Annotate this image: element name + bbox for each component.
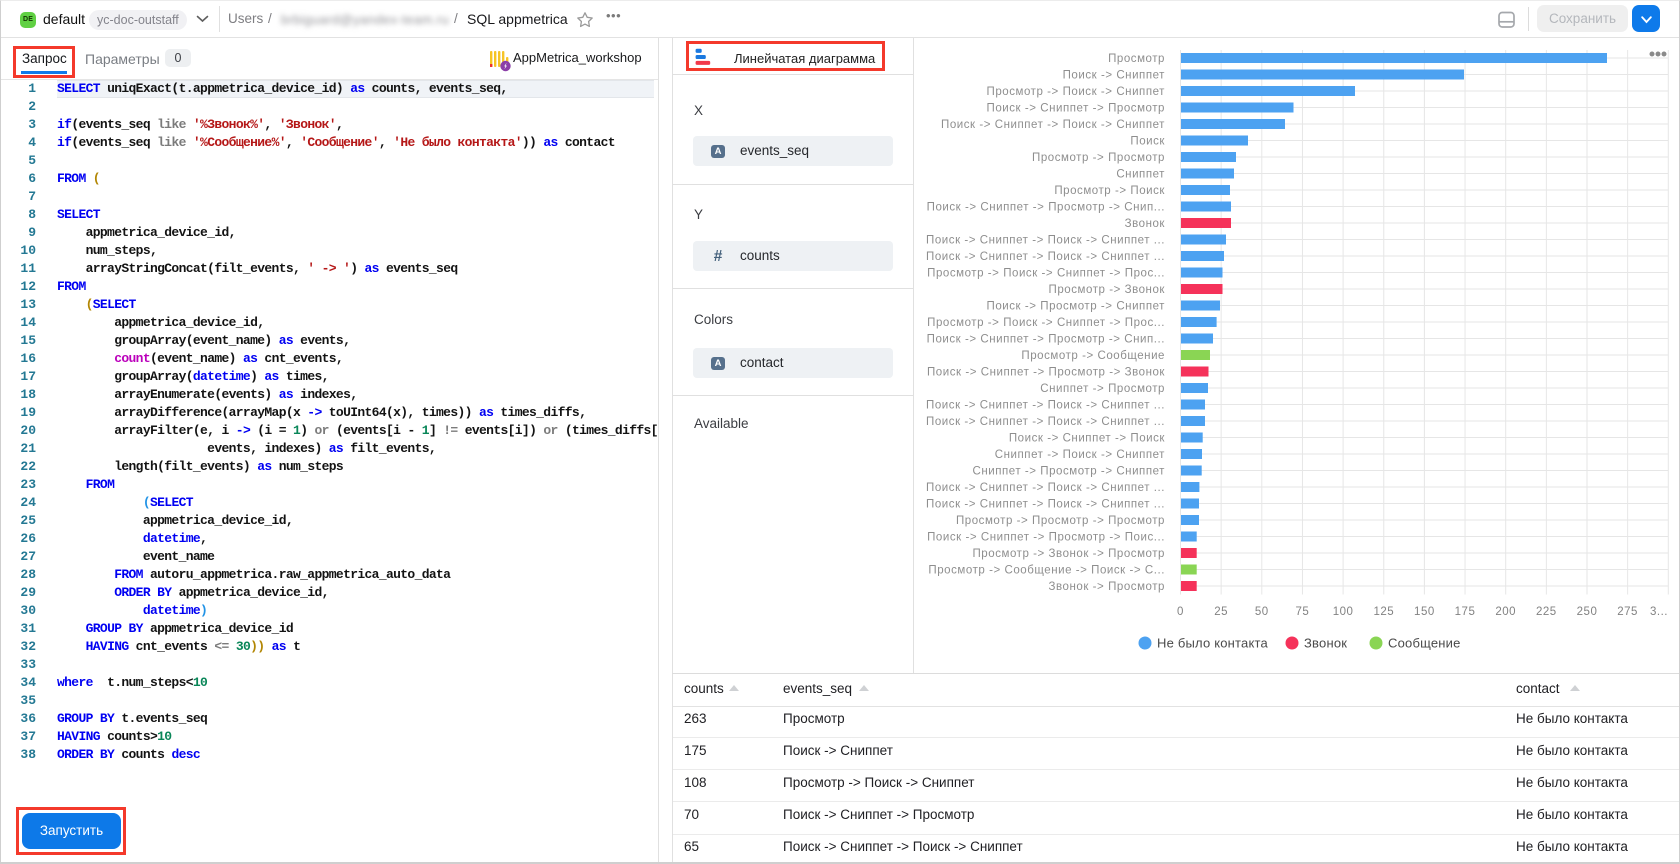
svg-text:Сниппет -> Просмотр: Сниппет -> Просмотр bbox=[1040, 383, 1165, 395]
svg-text:Поиск -> Сниппет -> Поиск -> С: Поиск -> Сниппет -> Поиск -> Сниппет ... bbox=[926, 399, 1165, 411]
svg-text:Поиск -> Сниппет -> Просмотр -: Поиск -> Сниппет -> Просмотр -> Звонок bbox=[927, 366, 1165, 378]
svg-text:Просмотр -> Просмотр: Просмотр -> Просмотр bbox=[1032, 152, 1165, 164]
svg-text:225: 225 bbox=[1536, 606, 1557, 618]
svg-text:50: 50 bbox=[1255, 606, 1269, 618]
svg-text:250: 250 bbox=[1577, 606, 1598, 618]
svg-text:Не было контакта: Не было контакта bbox=[1157, 636, 1269, 651]
svg-text:0: 0 bbox=[1177, 606, 1184, 618]
svg-text:175: 175 bbox=[1455, 606, 1476, 618]
svg-text:275: 275 bbox=[1617, 606, 1638, 618]
svg-text:Просмотр -> Звонок -> Просмотр: Просмотр -> Звонок -> Просмотр bbox=[972, 548, 1165, 560]
svg-text:Сниппет -> Просмотр -> Сниппет: Сниппет -> Просмотр -> Сниппет bbox=[972, 465, 1165, 477]
svg-text:Поиск -> Сниппет -> Поиск -> С: Поиск -> Сниппет -> Поиск -> Сниппет ... bbox=[926, 234, 1165, 246]
svg-text:Звонок: Звонок bbox=[1125, 218, 1166, 230]
svg-text:Поиск -> Просмотр -> Сниппет: Поиск -> Просмотр -> Сниппет bbox=[987, 300, 1166, 312]
svg-text:Просмотр -> Поиск -> Сниппет: Просмотр -> Поиск -> Сниппет bbox=[987, 86, 1166, 98]
svg-text:Поиск -> Сниппет -> Поиск -> С: Поиск -> Сниппет -> Поиск -> Сниппет ... bbox=[926, 482, 1165, 494]
svg-text:Поиск -> Сниппет -> Просмотр -: Поиск -> Сниппет -> Просмотр -> Снип... bbox=[927, 201, 1165, 213]
svg-text:Просмотр -> Поиск: Просмотр -> Поиск bbox=[1054, 185, 1165, 197]
svg-text:200: 200 bbox=[1495, 606, 1516, 618]
svg-text:125: 125 bbox=[1373, 606, 1394, 618]
svg-text:25: 25 bbox=[1214, 606, 1228, 618]
svg-text:Звонок -> Просмотр: Звонок -> Просмотр bbox=[1049, 581, 1165, 593]
svg-text:150: 150 bbox=[1414, 606, 1435, 618]
svg-text:Поиск -> Сниппет: Поиск -> Сниппет bbox=[1063, 69, 1166, 81]
svg-text:Сообщение: Сообщение bbox=[1388, 636, 1461, 651]
svg-text:Поиск -> Сниппет -> Просмотр -: Поиск -> Сниппет -> Просмотр -> Поис... bbox=[927, 531, 1165, 543]
svg-text:Поиск -> Сниппет -> Поиск: Поиск -> Сниппет -> Поиск bbox=[1009, 432, 1166, 444]
svg-text:Поиск -> Сниппет -> Поиск -> С: Поиск -> Сниппет -> Поиск -> Сниппет bbox=[941, 119, 1165, 131]
svg-text:Просмотр -> Поиск -> Сниппет -: Просмотр -> Поиск -> Сниппет -> Прос... bbox=[927, 267, 1165, 279]
svg-text:Сниппет: Сниппет bbox=[1116, 168, 1165, 180]
svg-text:Поиск -> Сниппет -> Поиск -> С: Поиск -> Сниппет -> Поиск -> Сниппет ... bbox=[926, 416, 1165, 428]
svg-text:3...: 3... bbox=[1650, 606, 1668, 618]
svg-text:Поиск -> Сниппет -> Просмотр: Поиск -> Сниппет -> Просмотр bbox=[987, 102, 1165, 114]
svg-text:Просмотр -> Сообщение: Просмотр -> Сообщение bbox=[1021, 350, 1165, 362]
svg-text:100: 100 bbox=[1333, 606, 1354, 618]
svg-text:Поиск -> Сниппет -> Просмотр -: Поиск -> Сниппет -> Просмотр -> Снип... bbox=[927, 333, 1165, 345]
svg-text:Просмотр -> Сообщение -> Поиск: Просмотр -> Сообщение -> Поиск -> С... bbox=[928, 564, 1165, 576]
svg-text:Просмотр: Просмотр bbox=[1108, 53, 1165, 65]
svg-text:Звонок: Звонок bbox=[1304, 636, 1347, 651]
svg-text:Поиск -> Сниппет -> Поиск -> С: Поиск -> Сниппет -> Поиск -> Сниппет ... bbox=[926, 498, 1165, 510]
svg-text:Просмотр -> Поиск -> Сниппет -: Просмотр -> Поиск -> Сниппет -> Прос... bbox=[927, 317, 1165, 329]
svg-text:Поиск: Поиск bbox=[1130, 135, 1165, 147]
svg-text:75: 75 bbox=[1296, 606, 1310, 618]
svg-text:Просмотр -> Просмотр -> Просмо: Просмотр -> Просмотр -> Просмотр bbox=[956, 515, 1165, 527]
svg-text:Поиск -> Сниппет -> Поиск -> С: Поиск -> Сниппет -> Поиск -> Сниппет ... bbox=[926, 251, 1165, 263]
svg-text:Сниппет -> Поиск -> Сниппет: Сниппет -> Поиск -> Сниппет bbox=[995, 449, 1165, 461]
svg-text:Просмотр -> Звонок: Просмотр -> Звонок bbox=[1049, 284, 1166, 296]
